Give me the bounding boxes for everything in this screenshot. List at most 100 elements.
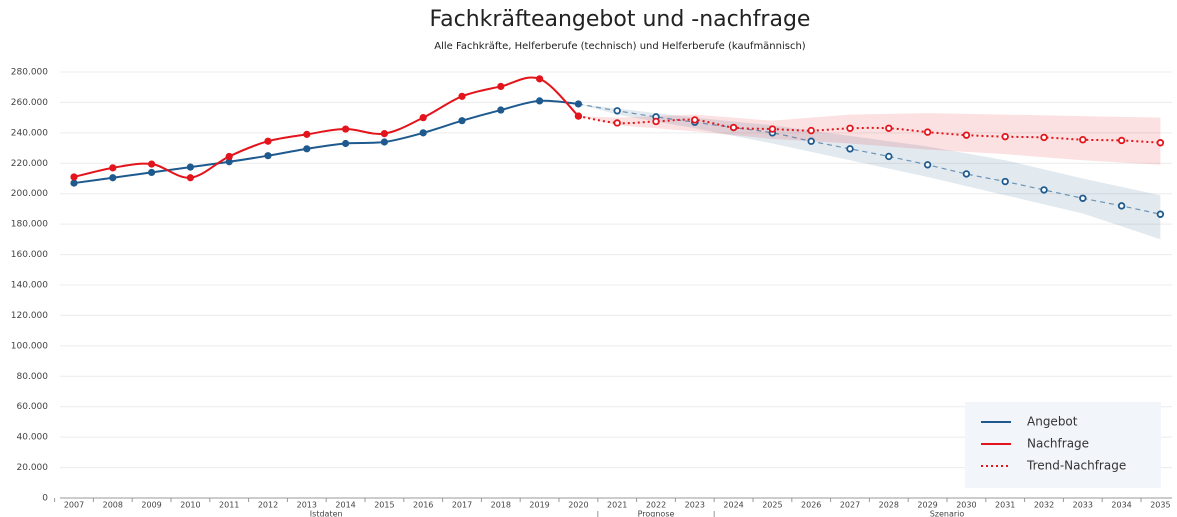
x-tick-label: 2019 bbox=[529, 501, 549, 510]
data-point bbox=[225, 158, 233, 166]
data-point bbox=[613, 119, 621, 127]
x-tick-label: 2016 bbox=[413, 501, 433, 510]
data-point bbox=[807, 137, 815, 145]
data-point bbox=[342, 139, 350, 148]
legend-label: Nachfrage bbox=[1027, 437, 1089, 451]
x-tick-label: 2014 bbox=[335, 501, 355, 510]
data-point bbox=[1156, 210, 1165, 218]
data-point bbox=[885, 152, 893, 161]
x-tick-label: 2018 bbox=[491, 501, 511, 510]
data-point bbox=[807, 126, 815, 135]
data-point bbox=[497, 106, 505, 114]
x-tick-label: 2030 bbox=[956, 501, 976, 510]
data-point bbox=[1117, 136, 1126, 145]
data-point bbox=[536, 75, 544, 83]
data-point bbox=[923, 128, 932, 136]
y-tick-label: 200.000 bbox=[11, 189, 48, 199]
x-tick-label: 2013 bbox=[297, 501, 317, 510]
section-label: Szenario bbox=[930, 510, 965, 517]
chart-subtitle: Alle Fachkräfte, Helferberufe (technisch… bbox=[434, 41, 806, 52]
data-point bbox=[1001, 177, 1009, 186]
data-point bbox=[380, 130, 388, 138]
data-point bbox=[303, 130, 311, 138]
data-point bbox=[419, 129, 427, 137]
y-tick-label: 280.000 bbox=[11, 68, 48, 78]
x-tick-label: 2008 bbox=[103, 501, 123, 510]
y-tick-label: 100.000 bbox=[11, 341, 48, 351]
y-tick-label: 180.000 bbox=[11, 220, 48, 230]
y-tick-label: 160.000 bbox=[11, 250, 48, 260]
x-tick-label: 2027 bbox=[840, 501, 860, 510]
data-point bbox=[574, 112, 583, 120]
data-point bbox=[846, 145, 854, 153]
data-point bbox=[1001, 132, 1009, 141]
data-point bbox=[768, 125, 777, 133]
data-point bbox=[458, 92, 466, 100]
y-tick-label: 120.000 bbox=[11, 311, 48, 321]
data-point bbox=[1040, 186, 1048, 194]
data-point bbox=[342, 125, 350, 133]
y-tick-label: 220.000 bbox=[11, 159, 48, 169]
section-label: Prognose bbox=[638, 510, 675, 517]
data-point bbox=[70, 173, 78, 181]
data-point bbox=[458, 117, 466, 125]
y-tick-label: 0 bbox=[42, 494, 48, 504]
data-point bbox=[1117, 202, 1126, 210]
data-point bbox=[186, 174, 194, 182]
x-tick-label: 2017 bbox=[452, 501, 472, 510]
x-tick-label: 2015 bbox=[374, 501, 394, 510]
data-point bbox=[1079, 194, 1087, 202]
uncertainty-band bbox=[578, 103, 1161, 240]
data-point bbox=[846, 124, 854, 132]
data-point bbox=[885, 124, 893, 132]
x-tick-label: 2024 bbox=[723, 501, 743, 510]
x-tick-label: 2026 bbox=[801, 501, 821, 510]
chart-title: Fachkräfteangebot und -nachfrage bbox=[430, 7, 811, 32]
data-point bbox=[109, 164, 117, 172]
data-point bbox=[962, 131, 971, 139]
data-point bbox=[225, 152, 233, 161]
data-point bbox=[264, 152, 272, 160]
data-point bbox=[691, 116, 699, 124]
data-point bbox=[1156, 139, 1165, 147]
x-tick-label: 2012 bbox=[258, 501, 278, 510]
x-tick-label: 2033 bbox=[1073, 501, 1093, 510]
x-tick-label: 2023 bbox=[685, 501, 705, 510]
data-point bbox=[1040, 133, 1048, 142]
x-tick-label: 2011 bbox=[219, 501, 239, 510]
y-tick-label: 140.000 bbox=[11, 281, 48, 291]
data-point bbox=[962, 170, 971, 178]
legend-label: Angebot bbox=[1027, 415, 1078, 429]
x-tick-label: 2009 bbox=[141, 501, 161, 510]
x-tick-label: 2007 bbox=[64, 501, 84, 510]
x-tick-label: 2028 bbox=[879, 501, 899, 510]
x-tick-label: 2020 bbox=[568, 501, 588, 510]
x-tick-label: 2035 bbox=[1150, 501, 1170, 510]
data-point bbox=[148, 160, 156, 168]
data-point bbox=[1079, 136, 1087, 144]
data-point bbox=[186, 163, 194, 171]
y-tick-label: 60.000 bbox=[17, 402, 49, 412]
data-point bbox=[303, 145, 311, 153]
x-tick-label: 2021 bbox=[607, 501, 627, 510]
data-point bbox=[613, 107, 621, 115]
data-point bbox=[574, 100, 583, 108]
data-point bbox=[109, 174, 117, 182]
x-tick-label: 2032 bbox=[1034, 501, 1054, 510]
y-tick-label: 20.000 bbox=[17, 463, 49, 473]
data-point bbox=[497, 82, 505, 91]
x-tick-label: 2029 bbox=[917, 501, 937, 510]
data-point bbox=[652, 117, 660, 126]
data-point bbox=[264, 137, 272, 145]
data-point bbox=[536, 97, 544, 105]
x-tick-label: 2010 bbox=[180, 501, 200, 510]
y-tick-label: 80.000 bbox=[17, 372, 49, 382]
x-tick-label: 2034 bbox=[1111, 501, 1131, 510]
x-tick-label: 2022 bbox=[646, 501, 666, 510]
y-tick-label: 40.000 bbox=[17, 433, 49, 443]
legend-label: Trend-Nachfrage bbox=[1026, 459, 1126, 473]
data-point bbox=[148, 168, 156, 177]
y-tick-label: 260.000 bbox=[11, 98, 48, 108]
section-label: Istdaten bbox=[310, 510, 343, 517]
